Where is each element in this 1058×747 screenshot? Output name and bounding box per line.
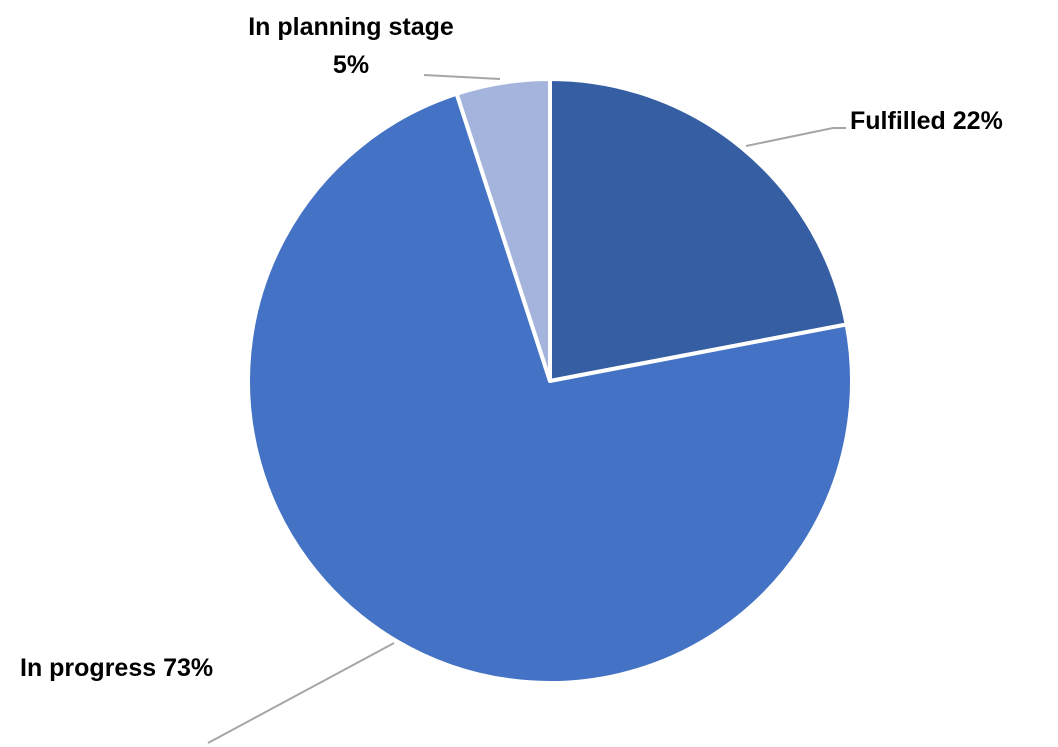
data-label-line: 5% [333,51,369,79]
data-label-line: In progress 73% [20,654,213,682]
leader-line-in-planning-stage [423,74,501,80]
leader-line-in-progress [207,642,395,744]
leader-line-fulfilled [745,127,846,147]
data-labels: Fulfilled 22% In progress 73% In planning … [20,13,1003,682]
pie-slices [246,77,854,685]
data-label-line: Fulfilled 22% [850,107,1003,135]
data-label-line: In planning stage [248,13,454,41]
data-label-in-planning-stage: In planning stage 5% [248,13,454,79]
pie-slice-fulfilled [548,77,849,383]
leader-lines [207,74,846,744]
data-label-in-progress: In progress 73% [20,654,213,682]
data-label-fulfilled: Fulfilled 22% [850,107,1003,135]
pie-slice-in-progress [246,91,854,685]
pie-slice-in-planning-stage [454,77,552,383]
